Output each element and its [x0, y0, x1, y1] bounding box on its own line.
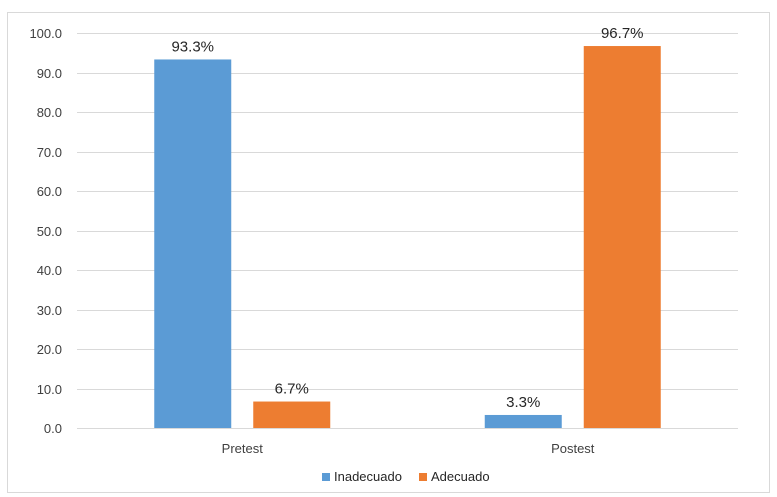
y-tick-label: 10.0: [37, 382, 62, 397]
bar-adecuado-postest: [583, 46, 661, 428]
data-label: 93.3%: [171, 38, 214, 55]
bars: [154, 46, 661, 429]
y-tick-label: 100.0: [29, 26, 62, 41]
y-tick-label: 0.0: [44, 421, 62, 436]
x-category-label: Pretest: [222, 441, 264, 456]
legend: Inadecuado Adecuado: [322, 469, 490, 484]
y-tick-label: 50.0: [37, 224, 62, 239]
x-category-label: Postest: [551, 441, 595, 456]
y-tick-label: 80.0: [37, 105, 62, 120]
legend-label: Inadecuado: [334, 469, 402, 484]
y-axis-tick-labels: 0.0 10.0 20.0 30.0 40.0 50.0 60.0 70.0 80.0 90.0 1…: [29, 26, 62, 436]
data-label: 96.7%: [601, 25, 644, 42]
legend-swatch: [322, 473, 330, 481]
data-labels: 93.3% 6.7% 3.3% 96.7%: [171, 25, 643, 411]
y-tick-label: 40.0: [37, 263, 62, 278]
legend-swatch: [419, 473, 427, 481]
legend-label: Adecuado: [431, 469, 490, 484]
bar-inadecuado-postest: [484, 414, 562, 428]
y-tick-label: 90.0: [37, 66, 62, 81]
data-label: 3.3%: [506, 394, 540, 411]
y-tick-label: 30.0: [37, 303, 62, 318]
y-tick-label: 70.0: [37, 145, 62, 160]
data-label: 6.7%: [275, 381, 309, 398]
bar-adecuado-pretest: [253, 401, 331, 428]
bar-inadecuado-pretest: [154, 59, 232, 429]
y-tick-label: 20.0: [37, 342, 62, 357]
x-axis-category-labels: Pretest Postest: [222, 441, 595, 456]
y-tick-label: 60.0: [37, 184, 62, 199]
